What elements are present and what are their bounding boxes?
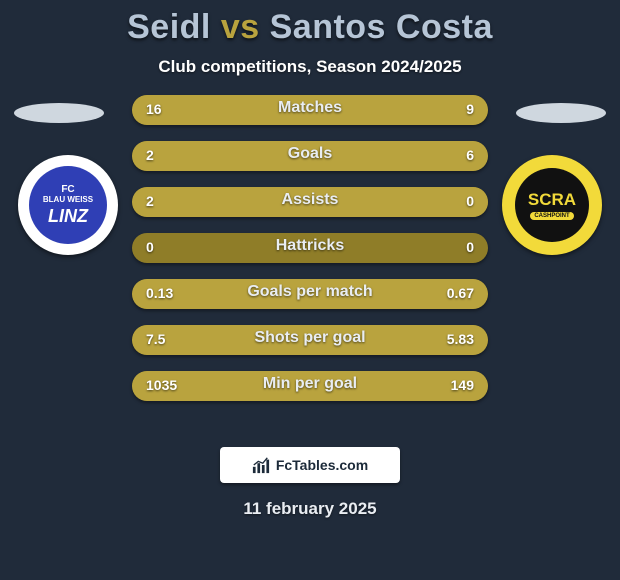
stat-row: Matches16 9 [132, 95, 488, 125]
stat-value-left: 2 [146, 147, 154, 163]
stat-row: Goals per match0.13 0.67 [132, 279, 488, 309]
pedestal-right [516, 103, 606, 123]
stat-row: Hattricks0 0 [132, 233, 488, 263]
stat-value-right: 149 [451, 377, 474, 393]
subtitle: Club competitions, Season 2024/2025 [0, 57, 620, 77]
stat-label: Assists [132, 191, 488, 209]
club-right-sub: CASHPOINT [530, 212, 573, 220]
stat-value-left: 0.13 [146, 285, 173, 301]
stat-value-left: 2 [146, 193, 154, 209]
stat-value-left: 1035 [146, 377, 177, 393]
title-player2: Santos Costa [270, 8, 493, 46]
stat-value-right: 0.67 [447, 285, 474, 301]
stat-label: Matches [132, 99, 488, 117]
club-badge-right: SCRA CASHPOINT [502, 155, 602, 255]
comparison-stage: FC BLAU WEISS LINZ SCRA CASHPOINT Matche… [0, 95, 620, 435]
date-text: 11 february 2025 [0, 499, 620, 519]
title-player1: Seidl [127, 8, 211, 46]
chart-icon [252, 456, 270, 474]
comparison-card: Seidl vs Santos Costa Club competitions,… [0, 0, 620, 580]
stat-label: Goals [132, 145, 488, 163]
stat-value-right: 0 [466, 193, 474, 209]
club-left-line2: BLAU WEISS [43, 195, 93, 204]
club-left-line1: FC [61, 184, 74, 195]
club-badge-right-inner: SCRA CASHPOINT [515, 168, 589, 242]
page-title: Seidl vs Santos Costa [0, 8, 620, 47]
stat-label: Min per goal [132, 375, 488, 393]
club-badge-left-inner: FC BLAU WEISS LINZ [29, 166, 107, 244]
club-left-city: LINZ [48, 206, 88, 227]
brand-text: FcTables.com [276, 457, 368, 473]
stat-value-right: 5.83 [447, 331, 474, 347]
title-vs: vs [221, 8, 260, 46]
stat-row: Goals2 6 [132, 141, 488, 171]
club-badge-left: FC BLAU WEISS LINZ [18, 155, 118, 255]
stat-value-left: 0 [146, 239, 154, 255]
stat-label: Hattricks [132, 237, 488, 255]
stat-bars: Matches169Goals26Assists20Hattricks00Goa… [132, 95, 488, 417]
stat-label: Shots per goal [132, 329, 488, 347]
brand-badge: FcTables.com [220, 447, 400, 483]
stat-row: Assists2 0 [132, 187, 488, 217]
stat-value-right: 9 [466, 101, 474, 117]
stat-label: Goals per match [132, 283, 488, 301]
stat-row: Shots per goal7.5 5.83 [132, 325, 488, 355]
pedestal-left [14, 103, 104, 123]
stat-value-right: 6 [466, 147, 474, 163]
stat-value-right: 0 [466, 239, 474, 255]
stat-value-left: 16 [146, 101, 162, 117]
stat-row: Min per goal1035 149 [132, 371, 488, 401]
club-right-abbrev: SCRA [528, 190, 576, 210]
stat-value-left: 7.5 [146, 331, 165, 347]
